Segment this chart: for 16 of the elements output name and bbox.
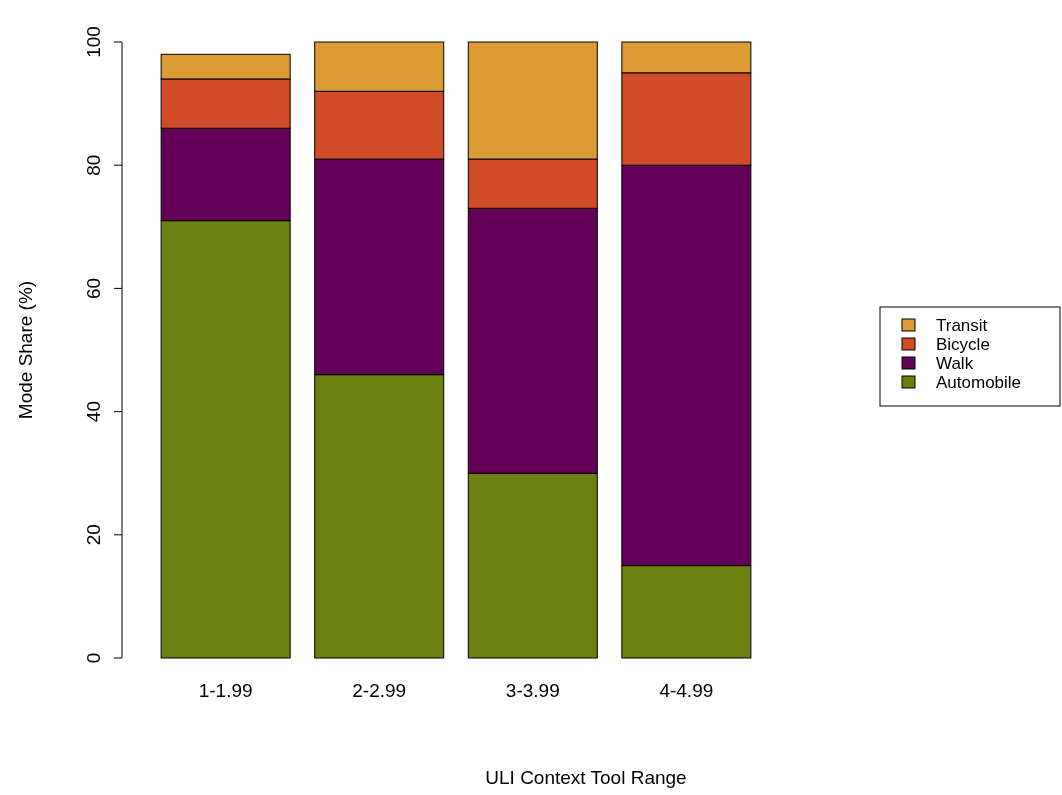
x-tick-label: 3-3.99 [505,680,560,701]
legend-label: Automobile [936,373,1022,392]
x-tick-label: 2-2.99 [352,680,407,701]
legend-label: Bicycle [936,335,990,354]
x-tick-label: 1-1.99 [198,680,253,701]
y-tick-label: 0 [83,652,104,664]
legend-label: Transit [936,316,988,335]
y-tick-label: 80 [83,154,104,176]
legend-label: Walk [936,354,974,373]
x-tick-label: 4-4.99 [659,680,714,701]
y-tick-label: 100 [83,26,104,58]
y-tick-label: 40 [83,401,104,423]
y-tick-label: 20 [83,524,104,546]
y-axis-title: Mode Share (%) [15,280,36,420]
y-tick-label: 60 [83,277,104,299]
x-axis-title: ULI Context Tool Range [485,767,687,788]
